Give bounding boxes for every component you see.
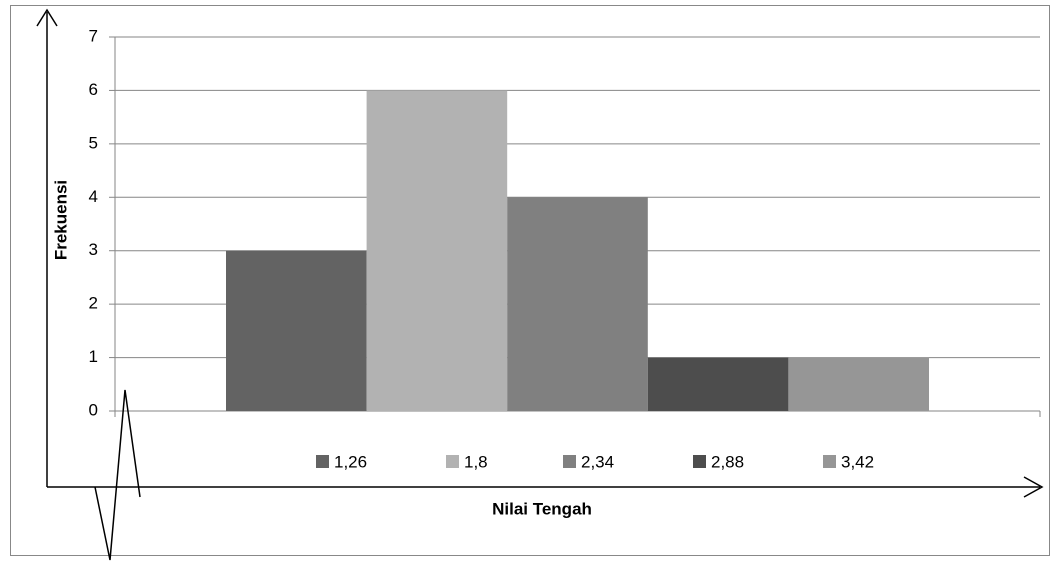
y-tick-label: 3 — [89, 240, 98, 259]
y-tick-label: 0 — [89, 400, 98, 419]
bar — [788, 357, 929, 411]
legend-swatch — [563, 455, 576, 468]
y-tick-label: 5 — [89, 133, 98, 152]
legend-swatch — [823, 455, 836, 468]
y-tick-label: 7 — [89, 26, 98, 45]
legend-label: 1,26 — [334, 452, 367, 471]
legend-label: 2,34 — [581, 452, 614, 471]
y-axis-label: Frekuensi — [51, 180, 70, 260]
y-tick-label: 2 — [89, 294, 98, 313]
y-tick-label: 6 — [89, 80, 98, 99]
bar — [226, 250, 367, 411]
legend-swatch — [693, 455, 706, 468]
legend-label: 1,8 — [464, 452, 488, 471]
bar — [647, 357, 789, 411]
legend-label: 2,88 — [711, 452, 744, 471]
x-arrow-head — [1023, 476, 1044, 498]
x-axis-label: Nilai Tengah — [492, 499, 592, 518]
legend-swatch — [446, 455, 459, 468]
y-tick-label: 1 — [89, 347, 98, 366]
axis-break — [94, 389, 141, 561]
legend-swatch — [316, 455, 329, 468]
bar — [366, 90, 508, 411]
y-tick-label: 4 — [89, 187, 98, 206]
bar — [507, 197, 648, 411]
legend-label: 3,42 — [841, 452, 874, 471]
y-arrow-head — [36, 8, 58, 27]
plot-area: 0 1 2 3 4 5 6 7 1,26 1,8 2,34 2,88 3,42 — [89, 26, 1041, 471]
